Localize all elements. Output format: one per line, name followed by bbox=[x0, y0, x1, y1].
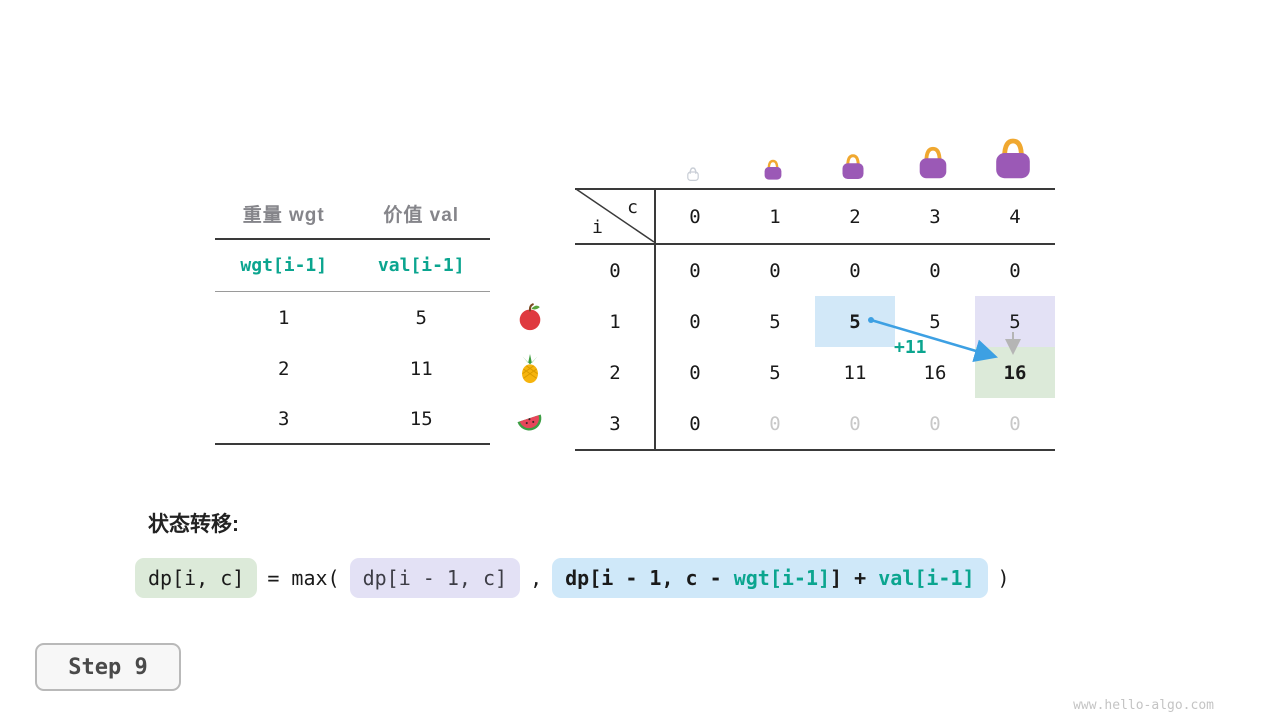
item-value: 5 bbox=[415, 306, 427, 329]
bag-icon-capacity-3 bbox=[914, 144, 952, 186]
state-transition-label: 状态转移: bbox=[148, 513, 239, 536]
formula-take-part2: ] + bbox=[830, 566, 879, 590]
item-weight: 1 bbox=[278, 306, 290, 329]
formula-option-skip: dp[i - 1, c] bbox=[349, 558, 521, 598]
item-weight: 3 bbox=[278, 407, 290, 430]
dp-cell: 0 bbox=[849, 259, 861, 282]
apple-icon bbox=[515, 302, 545, 332]
state-transition-formula: dp[i, c] = max( dp[i - 1, c] , dp[i - 1,… bbox=[135, 558, 1010, 598]
bag-icon-capacity-0 bbox=[685, 166, 701, 186]
formula-take-part1: dp[i - 1, c - bbox=[565, 566, 734, 590]
dp-cell: 0 bbox=[769, 412, 781, 435]
row-var-label: i bbox=[592, 217, 603, 238]
dp-cell: 0 bbox=[929, 259, 941, 282]
dp-cell: 0 bbox=[929, 412, 941, 435]
dp-col-header: 2 bbox=[849, 205, 861, 228]
weight-column-header: 重量 wgt bbox=[242, 204, 325, 226]
step-indicator: Step 9 bbox=[35, 643, 181, 691]
dp-cell: 11 bbox=[843, 361, 867, 384]
dp-table-header: c i 0 1 2 3 4 bbox=[575, 190, 1055, 245]
dp-col-header: 3 bbox=[929, 205, 941, 228]
item-value: 11 bbox=[409, 357, 433, 380]
site-watermark: www.hello-algo.com bbox=[1073, 698, 1214, 713]
dp-cell: 0 bbox=[1009, 412, 1021, 435]
dp-cell-current-highlight: 16 bbox=[975, 347, 1055, 398]
formula-take-val: val[i-1] bbox=[878, 566, 975, 590]
dp-row-header: 2 bbox=[609, 361, 621, 384]
formula-comma: , bbox=[530, 566, 543, 590]
formula-close-paren: ) bbox=[997, 566, 1010, 590]
dp-row-header: 3 bbox=[609, 412, 621, 435]
item-weight: 2 bbox=[278, 357, 290, 380]
dp-cell: 0 bbox=[849, 412, 861, 435]
dp-cell: 0 bbox=[689, 310, 701, 333]
items-table-subheader: wgt[i-1] val[i-1] bbox=[215, 240, 490, 292]
dp-cell: 5 bbox=[769, 310, 781, 333]
item-row: 2 11 bbox=[215, 343, 490, 394]
transition-value-annotation: +11 bbox=[894, 337, 927, 358]
dp-cell: 0 bbox=[1009, 259, 1021, 282]
formula-dp-current: dp[i, c] bbox=[135, 558, 258, 598]
bag-icon-capacity-2 bbox=[838, 152, 868, 186]
watermelon-icon bbox=[515, 406, 545, 436]
dp-row-header: 0 bbox=[609, 259, 621, 282]
dp-table-divider bbox=[654, 190, 656, 449]
dp-row-header: 1 bbox=[609, 310, 621, 333]
dp-cell: 0 bbox=[689, 412, 701, 435]
col-var-label: c bbox=[627, 197, 638, 218]
formula-option-take: dp[i - 1, c - wgt[i-1]] + val[i-1] bbox=[552, 558, 988, 598]
item-row: 1 5 bbox=[215, 292, 490, 343]
dp-cell-above-highlight: 5 bbox=[975, 296, 1055, 347]
dp-cell: 0 bbox=[689, 361, 701, 384]
dp-row-2: 2 0 5 11 16 16 bbox=[575, 347, 1055, 398]
bag-icon-capacity-1 bbox=[761, 158, 785, 186]
dp-col-header: 1 bbox=[769, 205, 781, 228]
dp-row-3: 3 0 0 0 0 0 bbox=[575, 398, 1055, 449]
items-table-header: 重量 wgt 价值 val bbox=[215, 188, 490, 240]
dp-corner-cell: c i bbox=[575, 190, 655, 243]
items-table: 重量 wgt 价值 val wgt[i-1] val[i-1] 1 5 2 11… bbox=[215, 188, 490, 445]
dp-col-header: 4 bbox=[1009, 205, 1021, 228]
dp-cell: 0 bbox=[769, 259, 781, 282]
dp-cell-source-highlight: 5 bbox=[815, 296, 895, 347]
dp-table: c i 0 1 2 3 4 0 0 0 0 0 0 1 0 5 5 5 5 2 … bbox=[575, 188, 1055, 451]
dp-col-header: 0 bbox=[689, 205, 701, 228]
pineapple-icon bbox=[515, 354, 545, 384]
value-var-label: val[i-1] bbox=[377, 255, 465, 276]
dp-cell: 5 bbox=[769, 361, 781, 384]
dp-row-1: 1 0 5 5 5 5 bbox=[575, 296, 1055, 347]
dp-cell: 16 bbox=[923, 361, 947, 384]
formula-take-wgt: wgt[i-1] bbox=[733, 566, 831, 590]
item-row: 3 15 bbox=[215, 394, 490, 445]
dp-cell: 0 bbox=[689, 259, 701, 282]
formula-equals-max: = max( bbox=[267, 566, 340, 590]
dp-row-0: 0 0 0 0 0 0 bbox=[575, 245, 1055, 296]
weight-var-label: wgt[i-1] bbox=[240, 255, 328, 276]
value-column-header: 价值 val bbox=[383, 204, 460, 226]
bag-icon-capacity-4 bbox=[989, 135, 1037, 187]
item-value: 15 bbox=[409, 407, 433, 430]
